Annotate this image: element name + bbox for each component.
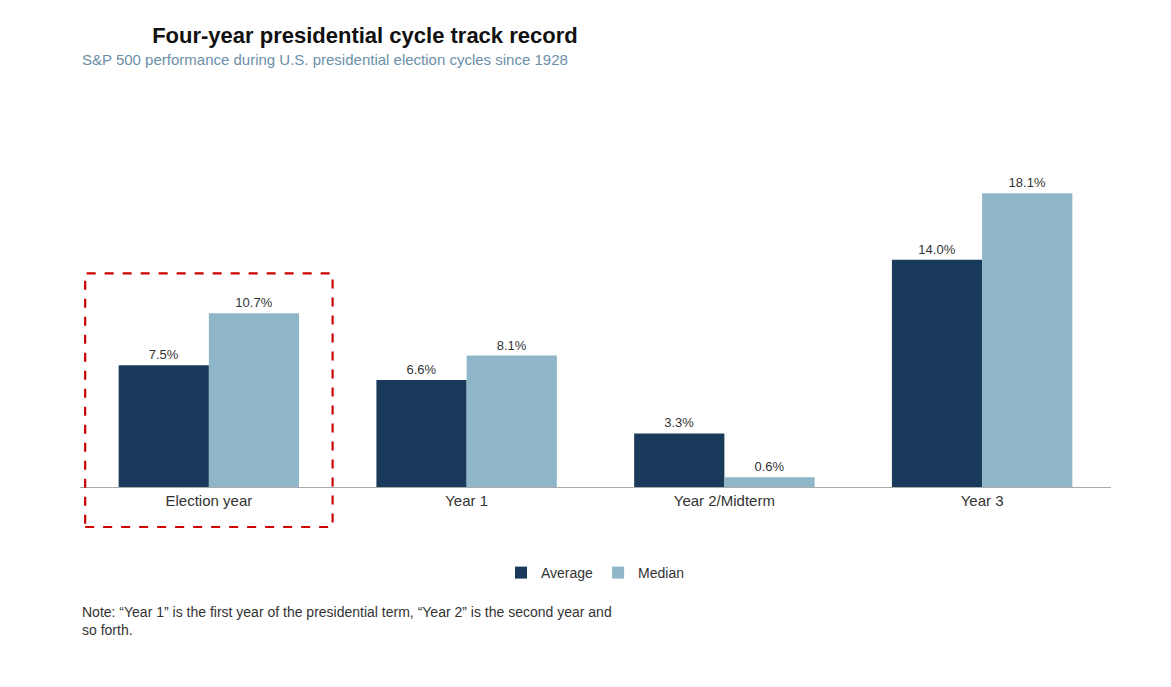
- svg-text:Year 1: Year 1: [445, 492, 488, 509]
- svg-text:Average: Average: [541, 565, 593, 581]
- svg-text:Four-year presidential cycle t: Four-year presidential cycle track recor…: [152, 23, 578, 48]
- svg-text:Year 3: Year 3: [961, 492, 1004, 509]
- svg-text:18.1%: 18.1%: [1009, 175, 1046, 190]
- svg-text:6.6%: 6.6%: [406, 362, 436, 377]
- svg-text:Year 2/Midterm: Year 2/Midterm: [674, 492, 775, 509]
- svg-text:10.7%: 10.7%: [235, 295, 272, 310]
- svg-text:Median: Median: [638, 565, 684, 581]
- svg-text:Election year: Election year: [166, 492, 253, 509]
- svg-text:3.3%: 3.3%: [664, 415, 694, 430]
- svg-text:14.0%: 14.0%: [918, 242, 955, 257]
- svg-text:8.1%: 8.1%: [497, 338, 527, 353]
- svg-text:Note: “Year 1” is the first ye: Note: “Year 1” is the first year of the …: [82, 604, 612, 638]
- svg-text:7.5%: 7.5%: [149, 347, 179, 362]
- svg-text:0.6%: 0.6%: [754, 459, 784, 474]
- svg-text:S&P 500 performance during U.S: S&P 500 performance during U.S. presiden…: [82, 51, 568, 68]
